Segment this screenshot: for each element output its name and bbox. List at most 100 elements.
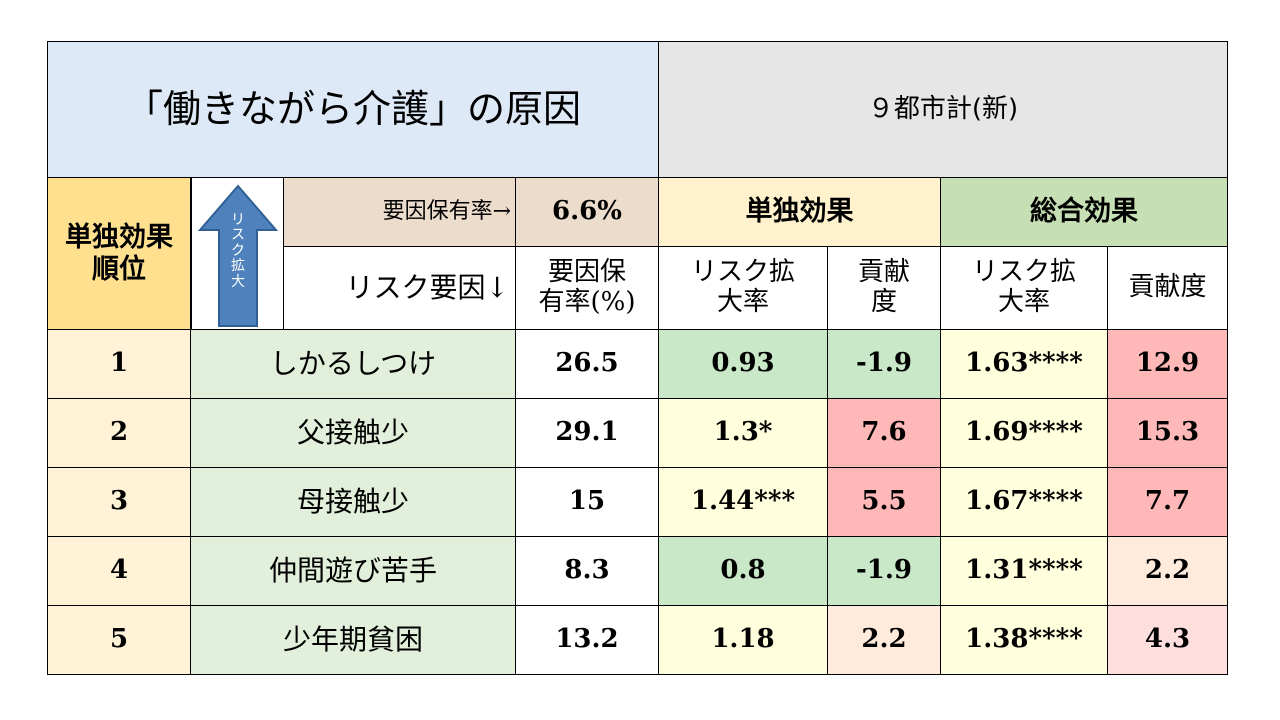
total-contrib-text: 12.9 <box>1135 348 1200 379</box>
table-row-rate: 29.1 <box>516 399 659 468</box>
single-contrib-header: 貢献 度 <box>828 247 941 330</box>
total-contrib-header: 貢献度 <box>1108 247 1228 330</box>
rank-header-line1: 単独効果 <box>65 222 173 254</box>
table-row-single-rr: 0.93 <box>659 330 828 399</box>
total-rr-text: 1.31**** <box>965 555 1083 586</box>
table-row-rank: 3 <box>47 468 191 537</box>
single-effect-header-text: 単独効果 <box>745 196 854 228</box>
factor-rate-value: 6.6% <box>516 178 659 247</box>
table-row-single-rr: 0.8 <box>659 537 828 606</box>
table-row-total-rr: 1.67**** <box>941 468 1108 537</box>
total-rr-text: 1.67**** <box>965 486 1083 517</box>
total-contrib-text: 2.2 <box>1144 555 1191 586</box>
table-row-total-rr: 1.63**** <box>941 330 1108 399</box>
rank-text: 1 <box>109 348 129 379</box>
total-rr-text: 1.38**** <box>965 624 1083 655</box>
total-risk-ratio-line1: リスク拡 <box>971 257 1076 288</box>
factor-rate-pct-header: 要因保 有率(%) <box>516 247 659 330</box>
factor-rate-pct-line2: 有率(%) <box>538 287 636 317</box>
arrow-label: リ ス ク 拡 大 <box>228 212 248 290</box>
table-title: 「働きながら介護」の原因 <box>47 41 659 178</box>
table-row-single-contrib: -1.9 <box>828 330 941 399</box>
table-row-factor: 母接触少 <box>191 468 516 537</box>
single-rr-text: 0.93 <box>711 348 775 379</box>
table-row-rank: 5 <box>47 606 191 675</box>
table-row-total-contrib: 15.3 <box>1108 399 1228 468</box>
rank-text: 3 <box>109 486 129 517</box>
table-row-factor: 少年期貧困 <box>191 606 516 675</box>
table-row-single-contrib: 5.5 <box>828 468 941 537</box>
single-contrib-line2: 度 <box>870 287 897 317</box>
factor-rate-value-text: 6.6% <box>552 196 622 227</box>
single-rr-text: 0.8 <box>720 555 766 586</box>
table-title-text: 「働きながら介護」の原因 <box>124 86 581 131</box>
factor-text: 母接触少 <box>296 484 409 518</box>
region-title: ９都市計(新) <box>659 41 1228 178</box>
total-contrib-text: 15.3 <box>1135 417 1200 448</box>
arrow-char-2: ス <box>231 227 245 244</box>
factor-rate-pct-line1: 要因保 <box>547 257 626 288</box>
single-risk-ratio-line2: 大率 <box>716 287 769 317</box>
arrow-char-3: ク <box>231 242 245 259</box>
table-row-single-contrib: 2.2 <box>828 606 941 675</box>
total-effect-header-text: 総合効果 <box>1030 196 1138 228</box>
rate-text: 29.1 <box>555 417 619 448</box>
rank-text: 4 <box>109 555 129 586</box>
single-contrib-text: -1.9 <box>855 348 913 379</box>
single-rr-text: 1.3* <box>713 417 773 448</box>
rate-text: 13.2 <box>555 624 619 655</box>
table-row-single-rr: 1.3* <box>659 399 828 468</box>
table-row-total-rr: 1.38**** <box>941 606 1108 675</box>
table-row-rate: 26.5 <box>516 330 659 399</box>
table-row-factor: 仲間遊び苦手 <box>191 537 516 606</box>
factor-text: しかるしつけ <box>269 346 437 380</box>
table-row-total-rr: 1.31**** <box>941 537 1108 606</box>
up-arrow-icon <box>197 184 279 327</box>
table-row-rank: 4 <box>47 537 191 606</box>
total-rr-text: 1.63**** <box>965 348 1083 379</box>
risk-factor-label: リスク要因↓ <box>284 247 516 330</box>
rate-text: 26.5 <box>555 348 619 379</box>
table-row-total-rr: 1.69**** <box>941 399 1108 468</box>
table-row-single-rr: 1.18 <box>659 606 828 675</box>
table-row-rate: 8.3 <box>516 537 659 606</box>
single-contrib-text: -1.9 <box>855 555 913 586</box>
table-row-total-contrib: 12.9 <box>1108 330 1228 399</box>
rate-text: 8.3 <box>564 555 610 586</box>
factor-text: 仲間遊び苦手 <box>268 553 437 587</box>
single-contrib-text: 2.2 <box>861 624 907 655</box>
total-contrib-header-text: 貢献度 <box>1128 272 1207 303</box>
total-effect-header: 総合効果 <box>941 178 1228 247</box>
risk-factor-table: 「働きながら介護」の原因 ９都市計(新) 単独効果 順位 リ ス ク 拡 大 要… <box>47 41 1228 675</box>
single-rr-text: 1.44*** <box>690 486 796 517</box>
single-effect-header: 単独効果 <box>659 178 941 247</box>
single-rr-text: 1.18 <box>711 624 775 655</box>
single-risk-ratio-header: リスク拡 大率 <box>659 247 828 330</box>
table-row-total-contrib: 7.7 <box>1108 468 1228 537</box>
single-contrib-text: 7.6 <box>861 417 907 448</box>
factor-rate-label: 要因保有率→ <box>284 178 516 247</box>
single-contrib-line1: 貢献 <box>857 257 910 288</box>
arrow-char-5: 大 <box>231 273 245 290</box>
rate-text: 15 <box>568 486 606 517</box>
arrow-char-1: リ <box>231 212 245 228</box>
rank-header: 単独効果 順位 <box>47 178 191 330</box>
total-risk-ratio-header: リスク拡 大率 <box>941 247 1108 330</box>
total-contrib-text: 7.7 <box>1144 486 1191 517</box>
table-row-total-contrib: 4.3 <box>1108 606 1228 675</box>
table-row-rank: 1 <box>47 330 191 399</box>
factor-text: 少年期貧困 <box>282 622 423 656</box>
factor-rate-label-text: 要因保有率→ <box>382 199 511 225</box>
table-row-rate: 15 <box>516 468 659 537</box>
region-title-text: ９都市計(新) <box>867 93 1019 124</box>
rank-text: 5 <box>109 624 129 655</box>
total-contrib-text: 4.3 <box>1144 624 1191 655</box>
single-contrib-text: 5.5 <box>861 486 907 517</box>
table-row-single-rr: 1.44*** <box>659 468 828 537</box>
total-risk-ratio-line2: 大率 <box>997 287 1050 317</box>
total-rr-text: 1.69**** <box>965 417 1083 448</box>
table-row-single-contrib: -1.9 <box>828 537 941 606</box>
table-row-single-contrib: 7.6 <box>828 399 941 468</box>
risk-factor-label-text: リスク要因↓ <box>345 270 509 304</box>
table-row-rank: 2 <box>47 399 191 468</box>
